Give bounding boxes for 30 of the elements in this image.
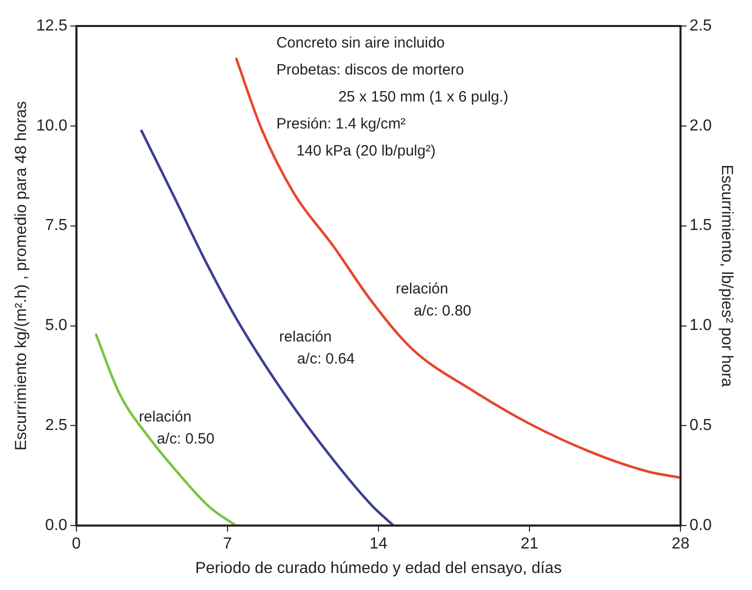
x-tick-label: 21: [520, 536, 539, 553]
annotation: Probetas: discos de mortero: [276, 62, 464, 79]
x-tick-label: 7: [222, 536, 232, 553]
x-tick-label: 28: [672, 536, 690, 553]
annotation: 25 x 150 mm (1 x 6 pulg.): [338, 88, 508, 106]
y2-tick-label: 2.5: [690, 17, 712, 34]
y-tick-label: 10.0: [36, 117, 68, 134]
line-series: [94, 332, 238, 526]
y-tick-label: 2.5: [45, 417, 68, 434]
y2-axis-title: Escurrimiento, lb/pies² por hora: [718, 164, 735, 388]
x-tick-label: 0: [72, 536, 81, 553]
y-tick-label: 7.5: [45, 217, 68, 234]
series-label: relación a/c: 0.64: [279, 328, 355, 368]
y2-tick-label: 1.5: [690, 217, 712, 234]
y2-tick-label: 1.0: [690, 317, 712, 334]
annotation: Presión: 1.4 kg/cm²: [276, 116, 406, 133]
y2-tick-label: 0.5: [690, 417, 712, 434]
x-tick-label: 14: [370, 536, 388, 553]
line-series: [234, 56, 681, 479]
y-tick-label: 5.0: [45, 317, 68, 334]
y-tick-label: 12.5: [36, 17, 68, 34]
series-label: relación a/c: 0.80: [396, 280, 472, 320]
annotation: Concreto sin aire incluido: [276, 34, 445, 52]
y-axis-title: Escurrimiento kg/(m².h) , promedio para 48 horas: [13, 101, 30, 451]
x-axis-title: Periodo de curado húmedo y edad del ensayo, días: [195, 560, 562, 577]
y2-tick-label: 0.0: [690, 517, 712, 534]
annotation: 140 kPa (20 lb/pulg²): [296, 142, 436, 160]
series-label: relación a/c: 0.50: [138, 408, 214, 448]
y-tick-label: 0.0: [45, 517, 68, 534]
y2-tick-label: 2.0: [690, 117, 712, 134]
